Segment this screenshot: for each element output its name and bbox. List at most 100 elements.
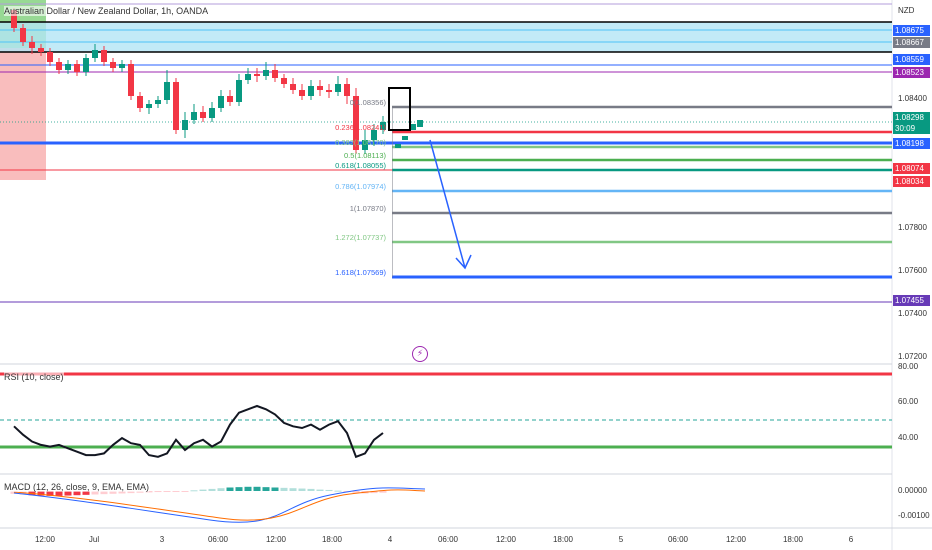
- candle-body: [101, 50, 107, 62]
- countdown-label: 30:09: [893, 123, 930, 134]
- candle-body: [362, 140, 368, 150]
- price-tick: 1.07600: [898, 266, 927, 275]
- chart-title: Australian Dollar / New Zealand Dollar, …: [4, 6, 209, 16]
- fib-level-label: 0.786(1.07974): [335, 182, 386, 191]
- rsi-tick: 60.00: [898, 397, 919, 406]
- macd-histogram-bar: [64, 491, 72, 496]
- macd-histogram-bar: [163, 491, 171, 492]
- time-tick: 18:00: [782, 535, 804, 544]
- candle-body: [254, 74, 260, 76]
- price-label-box: 1.08667: [893, 37, 930, 48]
- macd-histogram-bar: [280, 487, 288, 491]
- price-label-box: 1.08559: [893, 54, 930, 65]
- time-tick: 06:00: [207, 535, 229, 544]
- candle-body: [92, 50, 98, 58]
- time-tick: 4: [387, 535, 393, 544]
- price-label-box: 1.07455: [893, 295, 930, 306]
- candle-body: [290, 84, 296, 90]
- price-label-box: 1.08034: [893, 176, 930, 187]
- macd-title: MACD (12, 26, close, 9, EMA, EMA): [4, 482, 150, 492]
- time-tick: 12:00: [495, 535, 517, 544]
- arrow-head: [455, 254, 472, 270]
- macd-histogram-bar: [244, 486, 252, 491]
- macd-histogram-bar: [253, 486, 261, 491]
- macd-histogram-bar: [190, 490, 198, 492]
- macd-histogram-bar: [316, 489, 324, 491]
- macd-histogram-bar: [100, 491, 108, 495]
- time-tick: 18:00: [321, 535, 343, 544]
- candle-body: [164, 82, 170, 100]
- time-tick: 12:00: [725, 535, 747, 544]
- macd-histogram-bar: [181, 491, 189, 492]
- lightning-icon[interactable]: ⚡: [412, 346, 428, 362]
- price-tick: 1.08400: [898, 94, 927, 103]
- candle-body: [410, 124, 416, 130]
- rsi-tick: 40.00: [898, 433, 919, 442]
- macd-histogram-bar: [307, 488, 315, 491]
- candle-body: [236, 80, 242, 102]
- signal-line: [13, 489, 426, 521]
- candle-body: [245, 74, 251, 80]
- macd-histogram-bar: [226, 487, 234, 491]
- macd-histogram-bar: [208, 488, 216, 491]
- macd-histogram-bar: [91, 491, 99, 495]
- candle-body: [402, 136, 408, 140]
- candle-body: [395, 144, 401, 148]
- resistance-zone: [0, 22, 892, 52]
- currency-label: NZD: [898, 6, 915, 15]
- time-tick: 5: [618, 535, 624, 544]
- time-tick: 06:00: [437, 535, 459, 544]
- macd-histogram-bar: [154, 491, 162, 493]
- price-label-box: 1.08298: [893, 112, 930, 123]
- candle-body: [299, 90, 305, 96]
- macd-histogram-bar: [82, 491, 90, 495]
- time-tick: 3: [159, 535, 165, 544]
- macd-histogram-bar: [334, 490, 342, 492]
- macd-tick: 0.00000: [898, 486, 927, 495]
- candle-body: [119, 64, 125, 68]
- price-label-box: 1.08523: [893, 67, 930, 78]
- macd-histogram-bar: [379, 491, 387, 493]
- candle-body: [191, 112, 197, 120]
- macd-histogram-bar: [262, 487, 270, 491]
- price-label-box: 1.08675: [893, 25, 930, 36]
- macd-histogram-bar: [46, 491, 54, 496]
- macd-histogram-bar: [73, 491, 81, 496]
- macd-histogram-bar: [298, 488, 306, 491]
- macd-histogram-bar: [352, 491, 360, 493]
- candle-body: [308, 86, 314, 96]
- candle-body: [209, 108, 215, 118]
- candle-body: [344, 84, 350, 96]
- highlight-box: [388, 87, 411, 131]
- candle-body: [272, 70, 278, 78]
- macd-histogram-bar: [127, 491, 135, 494]
- time-tick: 6: [848, 535, 854, 544]
- candle-body: [326, 90, 332, 92]
- price-tick: 1.07200: [898, 352, 927, 361]
- candle-body: [38, 48, 44, 52]
- fib-level-label: 0.618(1.08055): [335, 161, 386, 170]
- price-tick: 1.07800: [898, 223, 927, 232]
- candle-body: [380, 122, 386, 130]
- projection-arrow: [429, 139, 466, 269]
- macd-histogram-bar: [118, 491, 126, 494]
- time-tick: Jul: [88, 535, 100, 544]
- macd-histogram-bar: [55, 491, 63, 496]
- rsi-tick: 80.00: [898, 362, 919, 371]
- time-tick: 18:00: [552, 535, 574, 544]
- candle-body: [47, 52, 53, 62]
- candle-body: [227, 96, 233, 102]
- fib-level-label: 0.382(1.08170): [335, 138, 386, 147]
- candle-body: [353, 96, 359, 150]
- macd-histogram-bar: [109, 491, 117, 494]
- fib-level-label: 0.5(1.08113): [344, 151, 386, 160]
- macd-histogram-bar: [37, 491, 45, 496]
- price-label-box: 1.08198: [893, 138, 930, 149]
- macd-line: [13, 487, 426, 523]
- candle-body: [371, 130, 377, 140]
- macd-histogram-bar: [271, 487, 279, 491]
- macd-histogram-bar: [199, 489, 207, 491]
- candle-body: [137, 96, 143, 108]
- candle-body: [335, 84, 341, 92]
